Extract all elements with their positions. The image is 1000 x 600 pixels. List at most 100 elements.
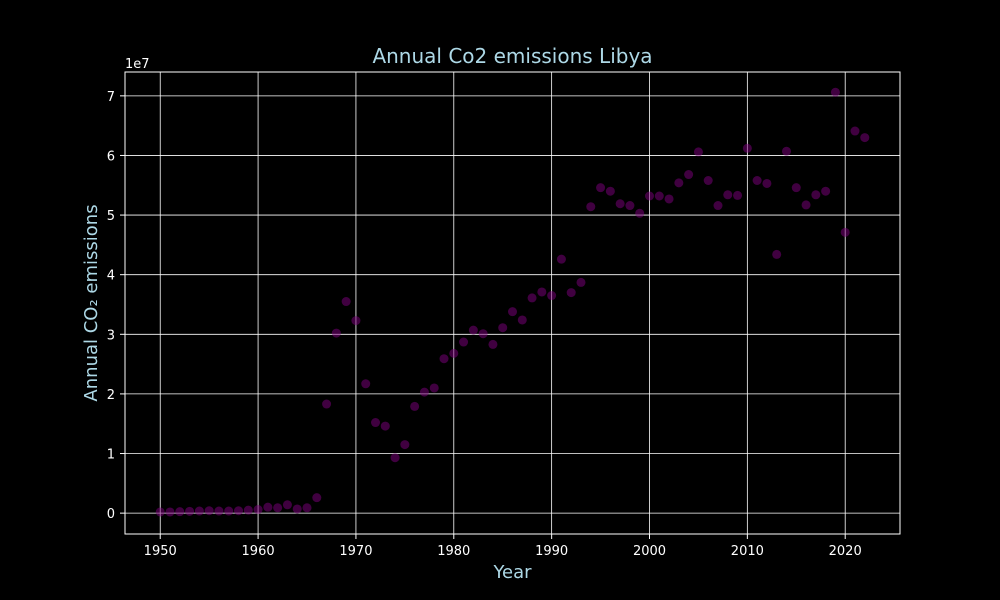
data-point <box>439 354 449 364</box>
data-point <box>380 421 390 431</box>
data-point <box>214 506 224 516</box>
data-point <box>273 503 283 513</box>
y-axis-label: Annual CO₂ emissions <box>81 204 102 401</box>
data-point <box>801 200 811 210</box>
x-tick-label: 1980 <box>437 544 470 559</box>
data-point <box>175 507 185 517</box>
x-tick-label: 2020 <box>829 544 862 559</box>
data-point <box>664 194 674 204</box>
y-tick-label: 3 <box>107 328 115 343</box>
data-point <box>410 401 420 411</box>
data-point <box>860 133 870 143</box>
data-point <box>185 506 195 516</box>
data-point <box>605 186 615 196</box>
data-point <box>517 315 527 325</box>
data-point <box>625 201 635 211</box>
data-point <box>684 170 694 180</box>
data-point <box>165 507 175 517</box>
y-tick-label: 1 <box>107 448 115 463</box>
data-point <box>449 348 459 358</box>
data-point <box>703 175 713 185</box>
data-point <box>752 175 762 185</box>
data-point <box>596 183 606 193</box>
data-point <box>527 293 537 303</box>
data-points <box>155 87 870 517</box>
data-point <box>635 208 645 218</box>
data-point <box>772 249 782 259</box>
data-point <box>566 288 576 298</box>
data-point <box>615 199 625 209</box>
data-point <box>693 147 703 157</box>
y-tick-label: 0 <box>107 507 115 522</box>
data-point <box>723 190 733 200</box>
data-point <box>234 506 244 516</box>
data-point <box>194 506 204 516</box>
data-point <box>654 191 664 201</box>
data-point <box>331 328 341 338</box>
data-point <box>488 339 498 349</box>
y-tick-label: 6 <box>107 149 115 164</box>
data-point <box>282 500 292 510</box>
x-tick-label: 1960 <box>242 544 275 559</box>
data-point <box>821 186 831 196</box>
data-point <box>390 453 400 463</box>
data-point <box>840 227 850 237</box>
data-point <box>830 87 840 97</box>
x-axis-label: Year <box>492 562 532 583</box>
data-point <box>361 379 371 389</box>
data-point <box>791 183 801 193</box>
plot-frame <box>124 71 901 535</box>
data-point <box>537 287 547 297</box>
data-point <box>322 399 332 409</box>
x-tick-label: 1990 <box>535 544 568 559</box>
data-point <box>419 387 429 397</box>
data-point <box>351 316 361 326</box>
y-offset-label: 1e7 <box>125 57 150 72</box>
data-point <box>713 201 723 211</box>
x-tick-label: 1950 <box>144 544 177 559</box>
data-point <box>253 505 263 515</box>
y-tick-label: 4 <box>107 269 115 284</box>
data-point <box>155 507 165 517</box>
data-point <box>811 190 821 200</box>
data-point <box>263 502 273 512</box>
y-tick-label: 7 <box>107 90 115 105</box>
x-tick-label: 2000 <box>633 544 666 559</box>
x-tick-label: 1970 <box>339 544 372 559</box>
data-point <box>371 418 381 428</box>
data-point <box>508 307 517 317</box>
data-point <box>644 191 654 201</box>
data-point <box>429 383 439 393</box>
data-point <box>762 178 772 188</box>
y-tick-label: 2 <box>107 388 115 403</box>
data-point <box>341 297 351 307</box>
data-point <box>204 506 214 516</box>
data-point <box>224 506 234 516</box>
x-tick-label: 2010 <box>731 544 764 559</box>
data-point <box>781 146 791 156</box>
data-point <box>400 440 410 450</box>
data-point <box>478 329 488 339</box>
data-point <box>586 202 596 212</box>
data-point <box>742 143 752 153</box>
data-point <box>292 504 302 514</box>
data-point <box>547 291 557 301</box>
x-axis-ticks: 1950 1960 1970 1980 1990 2000 2010 2020 <box>144 534 862 559</box>
data-point <box>674 178 684 188</box>
y-tick-label: 5 <box>107 209 115 224</box>
data-point <box>243 505 253 515</box>
data-point <box>312 493 322 503</box>
data-point <box>468 325 478 335</box>
data-point <box>576 277 586 287</box>
grid-lines <box>125 72 900 534</box>
data-point <box>556 254 566 264</box>
chart-title: Annual Co2 emissions Libya <box>372 44 652 68</box>
data-point <box>302 503 312 513</box>
data-point <box>850 126 860 136</box>
data-point <box>498 323 508 333</box>
data-point <box>459 337 469 347</box>
data-point <box>733 190 743 200</box>
y-axis-ticks: 0 1 2 3 4 5 6 7 <box>107 90 125 522</box>
